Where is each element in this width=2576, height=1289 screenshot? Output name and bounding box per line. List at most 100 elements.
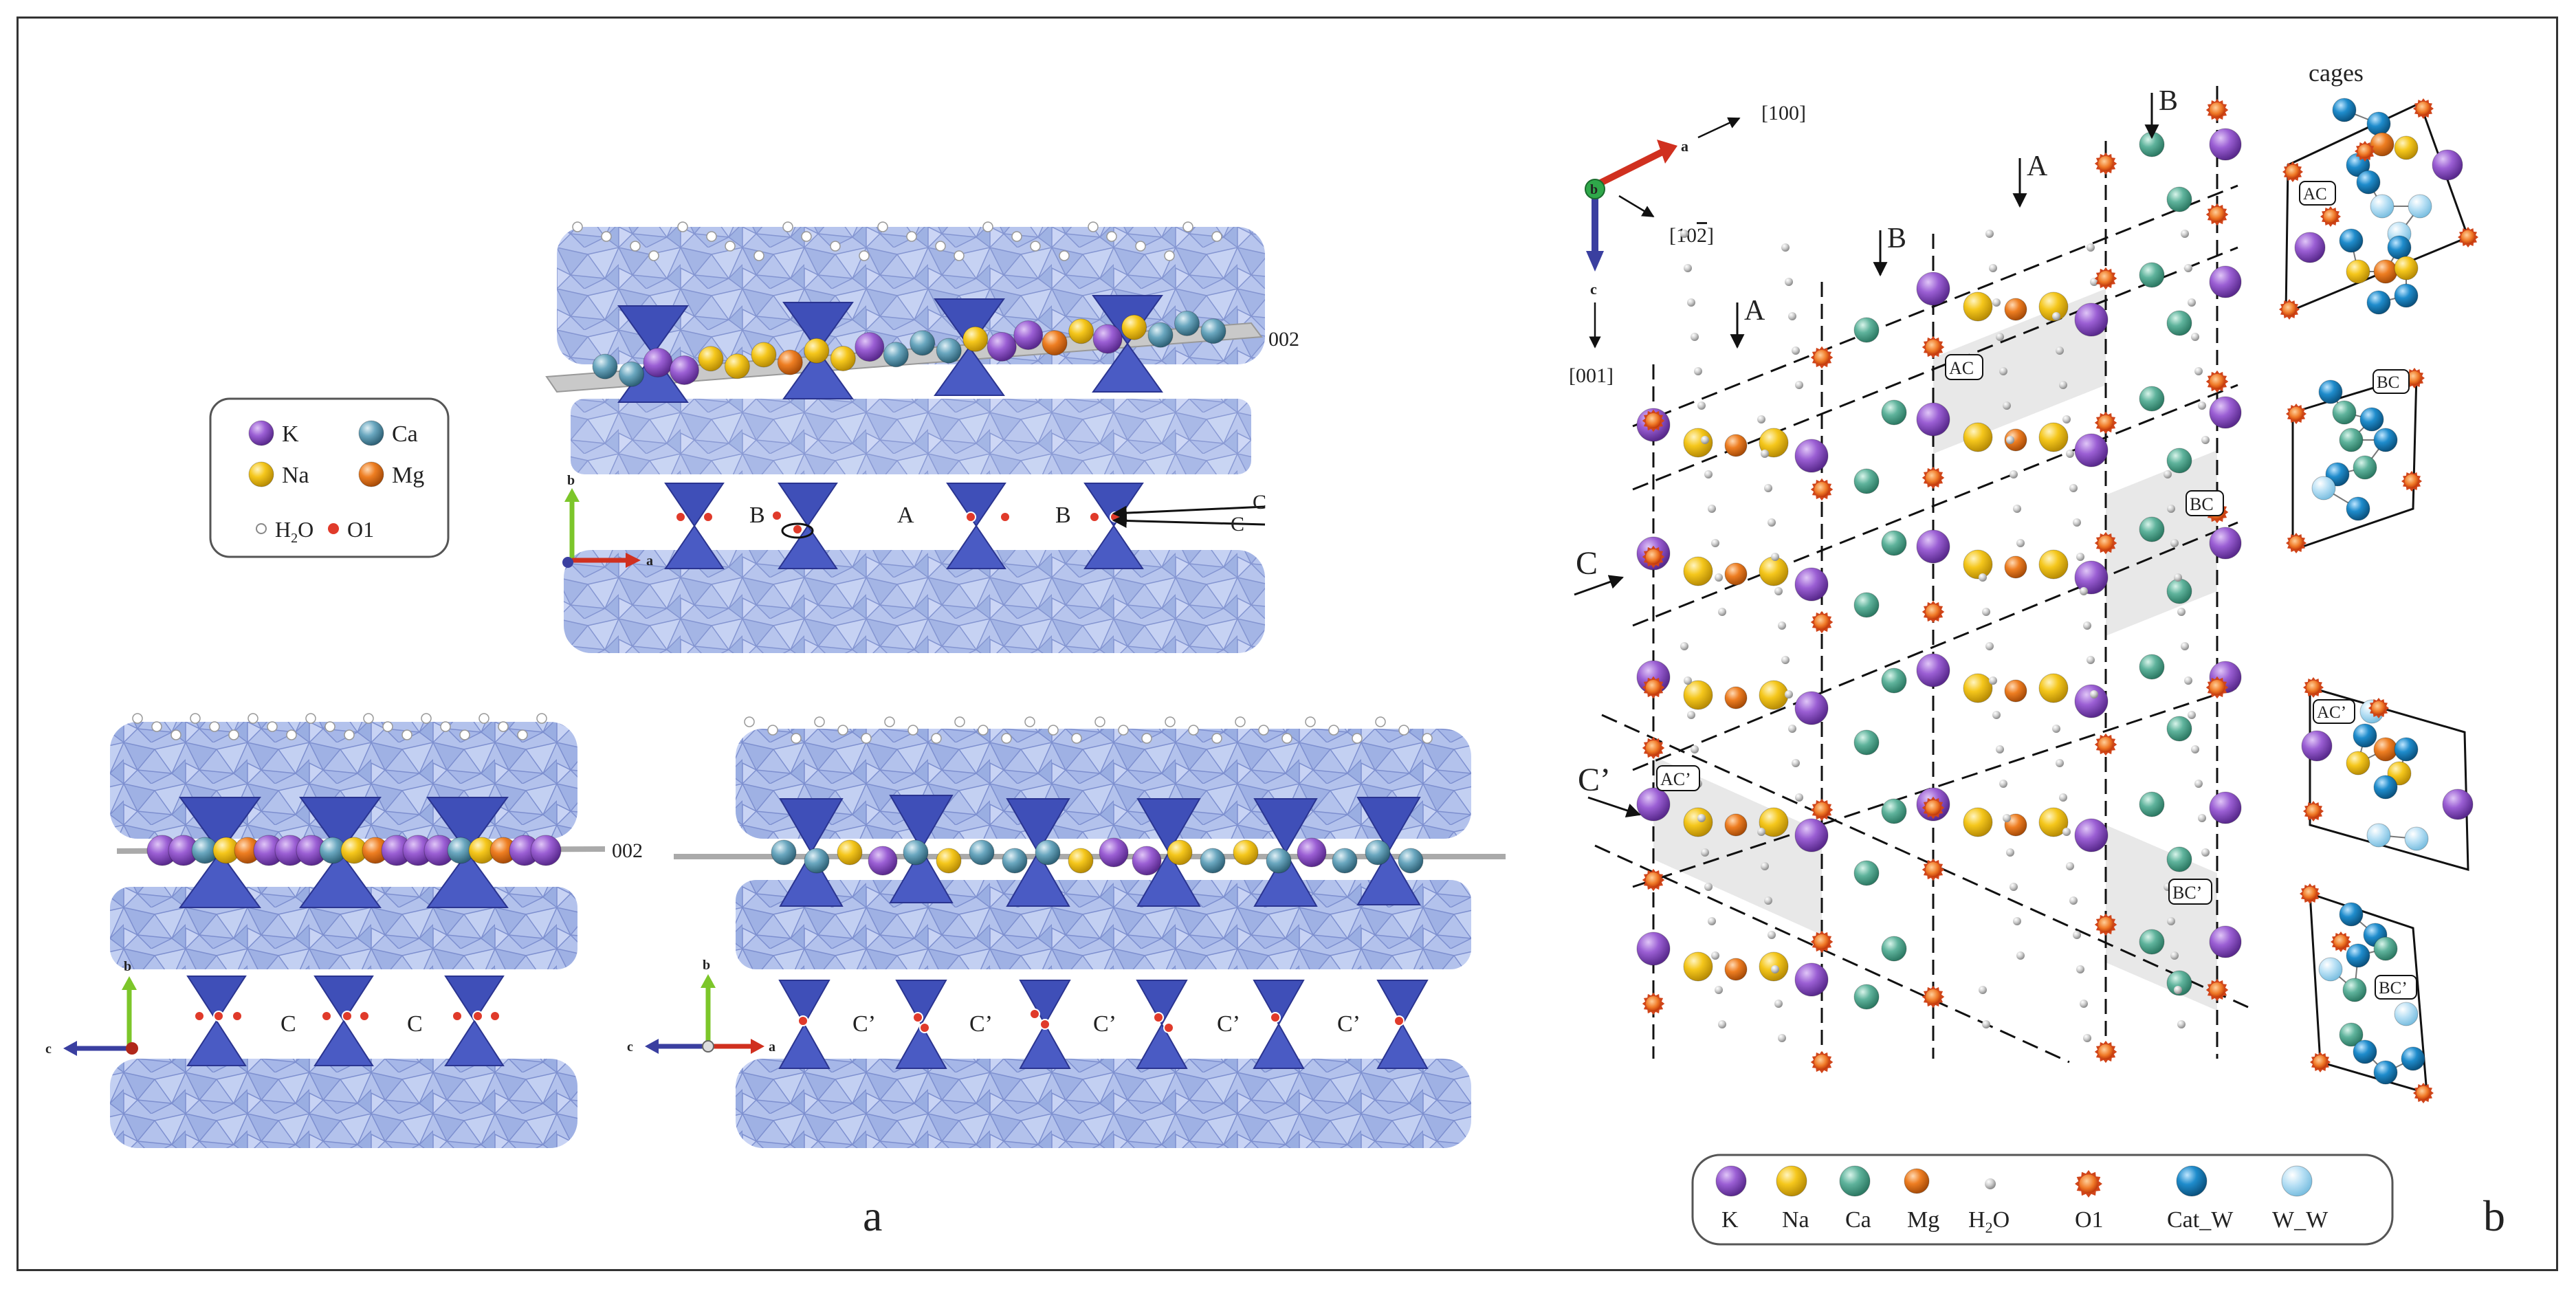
water-b-19: [2056, 346, 2064, 355]
cage-3-atom-6: [2394, 737, 2419, 762]
o1-b-1: [1642, 409, 1665, 432]
water-bl-14: [382, 721, 393, 732]
atom-b-na-c1r1b: [1759, 428, 1789, 458]
water-b-118: [1982, 1020, 1990, 1028]
atom-b-k-edge-4: [2209, 527, 2242, 560]
water-b-82: [1795, 793, 1803, 802]
atom-br-na-6: [936, 848, 962, 874]
water-bl-5: [209, 721, 220, 732]
water-top-1: [572, 221, 583, 232]
legend-b-label-cat-w: Cat_W: [2167, 1207, 2234, 1233]
cage-1-atom-18: [2394, 256, 2419, 280]
water-br-3: [791, 733, 802, 744]
water-b-107: [1771, 965, 1779, 973]
water-b-58: [1982, 608, 1990, 616]
bowtie-bl-lower-2: [313, 976, 374, 1066]
water-top-12: [859, 250, 870, 261]
legend-b-swatch-o1: [2075, 1170, 2102, 1198]
water-b-17: [1792, 346, 1800, 355]
o1-b-31: [2094, 1040, 2117, 1064]
legend-a-label-o1: O1: [347, 517, 374, 542]
cage-2-atom-8: [2311, 476, 2336, 500]
water-b-101: [1708, 917, 1716, 925]
axis-triad-bl: b c: [45, 959, 138, 1057]
legend-a-swatch-o1: [328, 523, 339, 534]
o1-br-5: [1039, 1019, 1050, 1030]
o1-br-9: [1394, 1015, 1405, 1026]
water-top-26: [1211, 231, 1222, 242]
o1-bl-1: [194, 1011, 205, 1022]
water-bl-20: [498, 721, 509, 732]
atom-b-na-c1r2b: [1759, 556, 1789, 586]
atom-b-mg-c3r1: [2004, 298, 2027, 321]
axis-a-b: [1593, 148, 1666, 189]
water-b-51: [1715, 573, 1723, 582]
water-br-8: [907, 725, 918, 736]
atom-b-na-c1r2a: [1683, 556, 1713, 586]
o1-b-20: [1922, 796, 1945, 819]
o1-br-7: [1163, 1022, 1174, 1033]
o1-b-10: [1922, 466, 1945, 489]
water-b-14: [2052, 312, 2060, 320]
water-b-57: [1778, 621, 1786, 630]
axis-label-a-br: a: [769, 1039, 775, 1055]
channel-label-bl-2: C: [407, 1011, 423, 1037]
water-b-77: [1792, 759, 1800, 767]
atom-b-mg-c1r4: [1724, 813, 1748, 837]
water-top-7: [725, 241, 736, 252]
framework-br-lower: [736, 1059, 1471, 1148]
bowtie-br-upper-5: [1253, 798, 1318, 907]
water-b-119: [2083, 1034, 2091, 1042]
row-arrow-label-c: C: [1576, 545, 1598, 582]
axis-triad-top: b a: [562, 473, 653, 569]
atom-b-k-c1r4b: [1794, 818, 1829, 852]
cage-4-atom-9: [2373, 1060, 2398, 1085]
legend-a-label-ca: Ca: [392, 421, 418, 447]
cage-2-atom-6: [2353, 455, 2377, 480]
atom-b-na-c1r3b: [1759, 680, 1789, 710]
atom-top-ca-12: [883, 342, 909, 368]
water-bl-6: [228, 729, 239, 740]
water-b-44: [2073, 518, 2081, 527]
water-br-14: [1048, 725, 1059, 736]
row-arrow-c: C: [1574, 545, 1624, 596]
water-b-23: [1999, 367, 2007, 375]
cage-1-atom-15: [2387, 235, 2412, 260]
cage-4: BC’: [2300, 883, 2434, 1103]
bowtie-br-lower-3: [1019, 980, 1071, 1069]
water-br-27: [1352, 733, 1363, 744]
cage-4-atom-7: [2339, 1022, 2364, 1047]
atom-top-na-19: [1068, 318, 1094, 344]
o1-bl-7: [452, 1011, 463, 1022]
water-br-6: [861, 733, 872, 744]
o1-top-7: [1089, 511, 1100, 522]
water-b-83: [1999, 780, 2007, 788]
atom-b-k-edge-3: [2209, 396, 2242, 429]
o1-br-3: [919, 1022, 930, 1033]
bowtie-br-upper-1: [779, 798, 844, 907]
atom-top-k-4: [669, 355, 699, 385]
water-br-29: [1398, 725, 1409, 736]
channel-label-br-5: C’: [1337, 1011, 1361, 1037]
water-b-42: [1768, 518, 1776, 527]
atom-b-na-c1r5a: [1683, 951, 1713, 982]
atom-b-mg-c3r3: [2004, 555, 2027, 579]
water-top-18: [1011, 231, 1022, 242]
water-br-2: [767, 725, 778, 736]
cage-3-atom-9: [2442, 789, 2474, 820]
atom-br-ca-20: [1398, 848, 1424, 874]
water-b-65: [2181, 642, 2189, 650]
channel-label-br-1: C’: [852, 1011, 876, 1037]
water-br-17: [1118, 725, 1129, 736]
water-b-109: [2076, 965, 2084, 973]
cage-1-o1-1: [2282, 162, 2303, 182]
water-br-7: [884, 716, 895, 727]
cage-label-2: BC: [2377, 373, 2399, 392]
water-bl-9: [286, 729, 297, 740]
water-br-24: [1281, 733, 1292, 744]
atom-b-ca-2-6: [2166, 448, 2192, 474]
atom-b-k-c3r3b: [2074, 560, 2109, 595]
framework-br-mid: [736, 880, 1471, 969]
bowtie-br-lower-5: [1253, 980, 1305, 1069]
water-b-79: [2056, 759, 2064, 767]
